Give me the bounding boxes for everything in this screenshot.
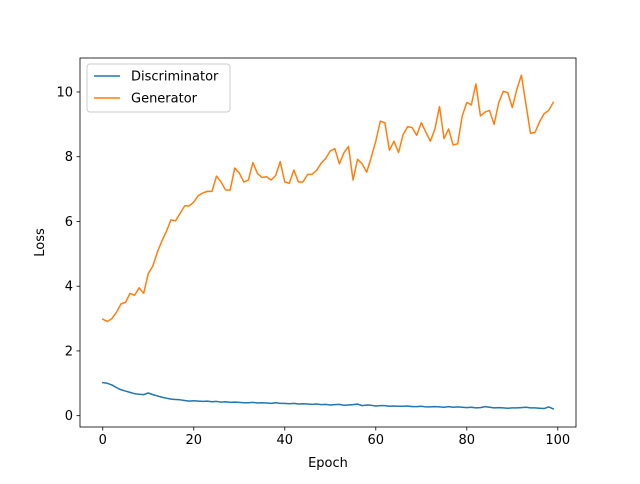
x-tick-label: 0 (99, 433, 107, 448)
axes-frame (79, 57, 577, 428)
legend-label-discriminator: Discriminator (131, 70, 219, 85)
series-layer (101, 74, 555, 410)
x-tick-label: 20 (185, 433, 202, 448)
y-tick-label: 0 (65, 409, 73, 424)
axes-layer: 0 20 40 60 80 100 0 2 4 6 8 10 (56, 57, 577, 448)
x-tick-label: 80 (459, 433, 476, 448)
series-line-generator (101, 74, 555, 323)
plot-area (80, 58, 576, 427)
x-axis-label: Epoch (308, 456, 348, 471)
y-tick-label: 2 (65, 344, 73, 359)
plot-background (80, 58, 576, 427)
y-tick-label: 6 (65, 215, 73, 230)
legend: Discriminator Generator (86, 63, 231, 113)
legend-box (86, 63, 231, 113)
x-tick-label: 60 (368, 433, 385, 448)
series-line-discriminator (101, 381, 555, 410)
y-tick-label: 8 (65, 150, 73, 165)
y-tick-label: 10 (56, 85, 73, 100)
y-tick-label: 4 (65, 280, 73, 295)
y-axis-label: Loss (33, 228, 48, 257)
legend-label-generator: Generator (131, 92, 198, 107)
x-tick-label: 100 (545, 433, 570, 448)
x-tick-label: 40 (276, 433, 293, 448)
